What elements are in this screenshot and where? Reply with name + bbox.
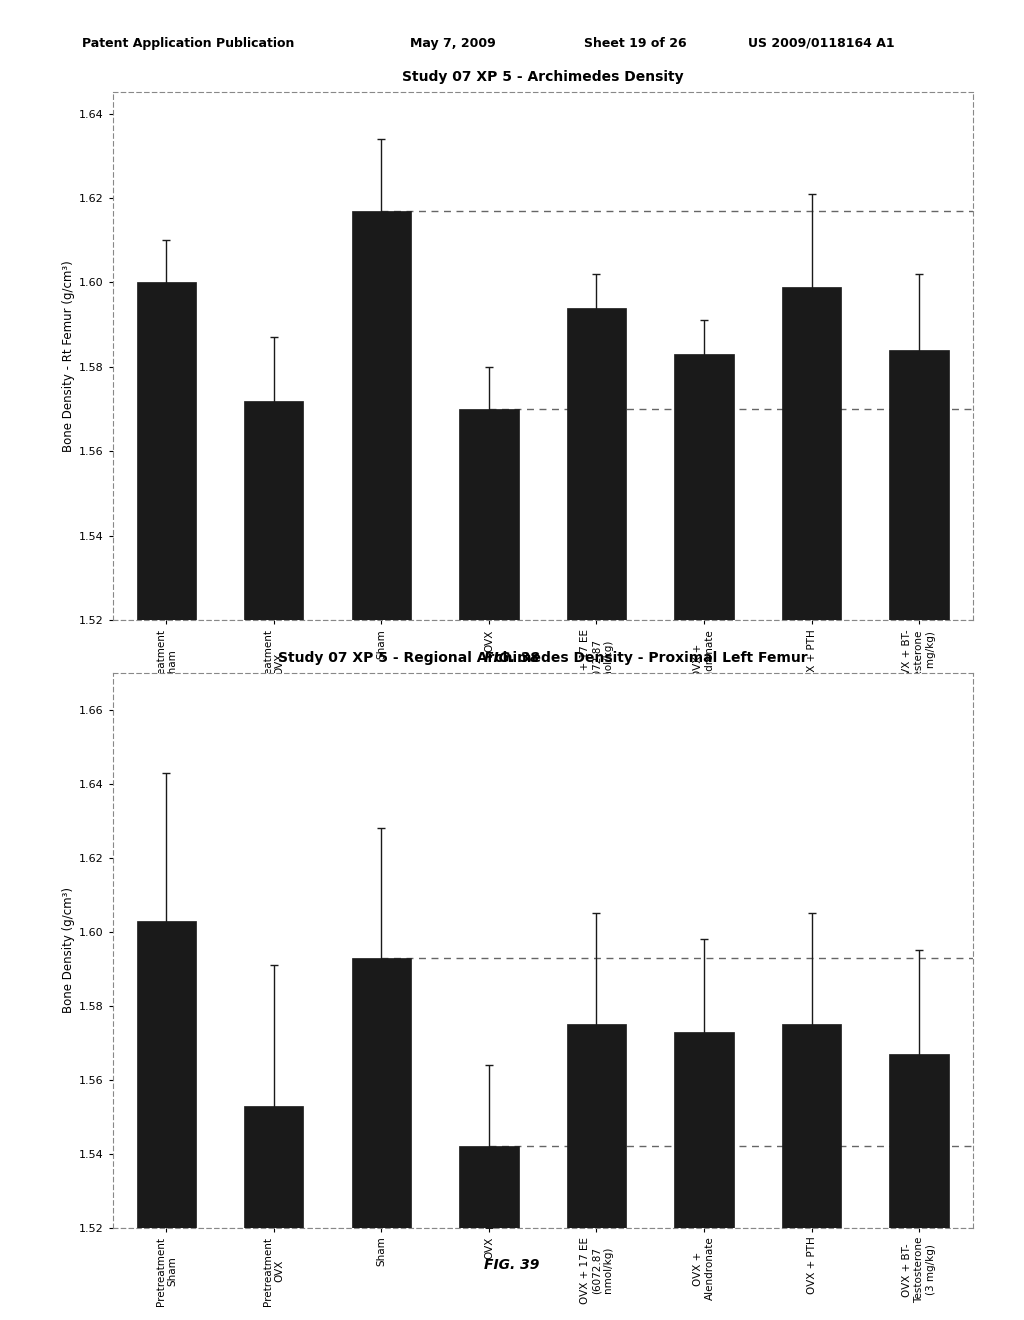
Text: FIG. 38: FIG. 38: [484, 651, 540, 665]
Text: May 7, 2009: May 7, 2009: [410, 37, 496, 50]
Bar: [137, 921, 196, 1228]
Bar: [567, 308, 626, 620]
Text: FIG. 39: FIG. 39: [484, 1258, 540, 1272]
Bar: [890, 1053, 948, 1228]
Bar: [782, 286, 841, 620]
Text: US 2009/0118164 A1: US 2009/0118164 A1: [748, 37, 894, 50]
Bar: [245, 401, 303, 620]
Bar: [245, 1106, 303, 1228]
Bar: [675, 1032, 733, 1228]
Bar: [782, 1024, 841, 1228]
Text: Patent Application Publication: Patent Application Publication: [82, 37, 294, 50]
Bar: [567, 1024, 626, 1228]
Bar: [352, 958, 411, 1228]
Bar: [890, 350, 948, 620]
Y-axis label: Bone Density - Rt Femur (g/cm³): Bone Density - Rt Femur (g/cm³): [61, 260, 75, 453]
Bar: [352, 211, 411, 620]
Title: Study 07 XP 5 - Archimedes Density: Study 07 XP 5 - Archimedes Density: [401, 70, 684, 84]
Bar: [137, 282, 196, 620]
Text: Sheet 19 of 26: Sheet 19 of 26: [584, 37, 686, 50]
Bar: [675, 354, 733, 620]
Title: Study 07 XP 5 - Regional Archimedes Density - Proximal Left Femur: Study 07 XP 5 - Regional Archimedes Dens…: [278, 651, 808, 665]
Bar: [460, 1146, 518, 1228]
Y-axis label: Bone Density (g/cm³): Bone Density (g/cm³): [61, 887, 75, 1014]
Bar: [460, 409, 518, 620]
